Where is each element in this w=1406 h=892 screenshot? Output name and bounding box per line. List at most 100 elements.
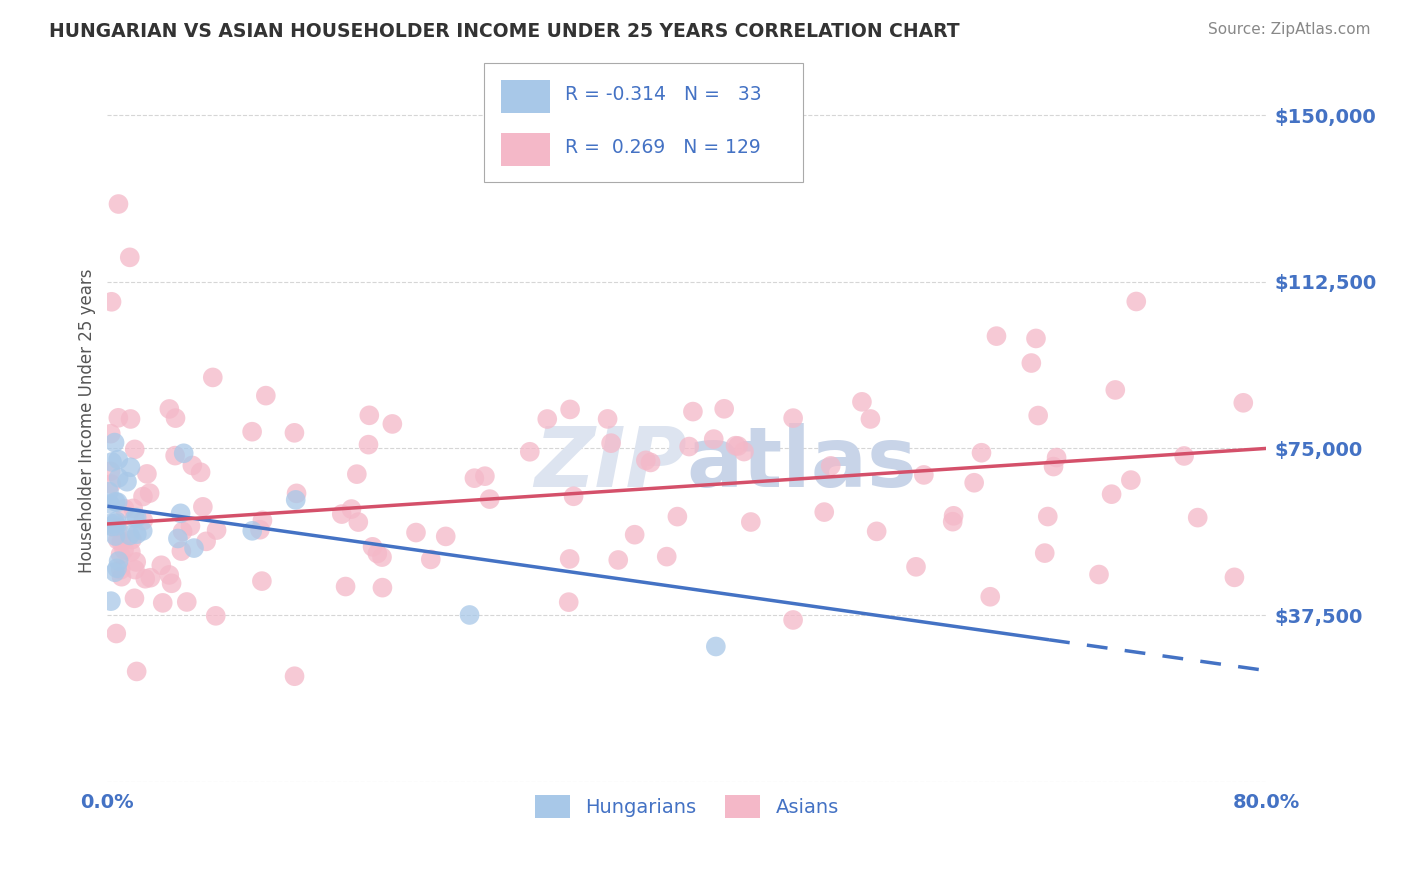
Point bbox=[170, 544, 193, 558]
Point bbox=[107, 197, 129, 211]
Point bbox=[942, 515, 965, 529]
Point bbox=[240, 524, 263, 538]
Point bbox=[346, 467, 368, 482]
Point bbox=[136, 467, 159, 481]
Point bbox=[666, 509, 689, 524]
Point bbox=[655, 549, 678, 564]
Point bbox=[249, 523, 271, 537]
Point bbox=[634, 453, 657, 467]
Point bbox=[125, 527, 148, 541]
Point bbox=[600, 436, 623, 450]
Point bbox=[866, 524, 889, 539]
FancyBboxPatch shape bbox=[484, 63, 803, 182]
Point bbox=[1232, 396, 1254, 410]
Point bbox=[103, 435, 125, 450]
Point bbox=[121, 533, 143, 547]
Point bbox=[105, 626, 128, 640]
Point bbox=[340, 502, 363, 516]
Point bbox=[335, 580, 357, 594]
Point bbox=[904, 559, 927, 574]
Point bbox=[596, 412, 619, 426]
Point bbox=[727, 439, 749, 453]
Point bbox=[703, 432, 725, 446]
Point bbox=[678, 440, 700, 454]
Point bbox=[1088, 567, 1111, 582]
Point bbox=[970, 446, 993, 460]
Point bbox=[562, 489, 585, 503]
Legend: Hungarians, Asians: Hungarians, Asians bbox=[527, 787, 846, 826]
Point bbox=[165, 449, 187, 463]
Point bbox=[118, 250, 141, 264]
Point bbox=[474, 469, 496, 483]
Point bbox=[101, 519, 124, 533]
Point bbox=[478, 492, 501, 507]
Point bbox=[107, 495, 129, 509]
Point bbox=[152, 596, 174, 610]
Point bbox=[173, 446, 195, 460]
Point bbox=[1025, 331, 1047, 345]
Point bbox=[283, 425, 305, 440]
Point bbox=[115, 475, 138, 489]
Point bbox=[107, 554, 129, 568]
Point bbox=[986, 329, 1008, 343]
Point bbox=[103, 520, 125, 534]
Point bbox=[285, 486, 308, 500]
Point bbox=[107, 471, 129, 485]
Point bbox=[283, 669, 305, 683]
Point bbox=[120, 545, 142, 559]
Point bbox=[160, 576, 183, 591]
Point bbox=[536, 412, 558, 426]
Point bbox=[607, 553, 630, 567]
Point bbox=[110, 570, 132, 584]
Text: ZIP: ZIP bbox=[534, 424, 688, 505]
Point bbox=[176, 595, 198, 609]
Point bbox=[1104, 383, 1126, 397]
Point bbox=[120, 460, 142, 475]
Point bbox=[252, 513, 274, 527]
Point bbox=[100, 294, 122, 309]
Point bbox=[284, 492, 307, 507]
Point bbox=[434, 529, 457, 543]
Point bbox=[172, 524, 194, 539]
Point bbox=[110, 534, 132, 549]
Point bbox=[782, 411, 804, 425]
Point bbox=[105, 519, 128, 533]
Point bbox=[813, 505, 835, 519]
Point bbox=[704, 640, 727, 654]
Point bbox=[110, 548, 132, 562]
Point bbox=[357, 437, 380, 451]
Point bbox=[157, 568, 180, 582]
Point bbox=[101, 455, 124, 469]
Point bbox=[125, 510, 148, 524]
Point bbox=[942, 508, 965, 523]
Point bbox=[1125, 294, 1147, 309]
Point bbox=[110, 563, 132, 577]
Point bbox=[122, 501, 145, 516]
Point bbox=[463, 471, 485, 485]
Point bbox=[859, 412, 882, 426]
Point bbox=[150, 558, 173, 573]
Point bbox=[165, 411, 187, 425]
Point bbox=[169, 506, 191, 520]
Point bbox=[191, 500, 214, 514]
Point bbox=[557, 595, 579, 609]
Point bbox=[138, 486, 160, 500]
Point bbox=[105, 514, 128, 528]
Point bbox=[519, 444, 541, 458]
Point bbox=[124, 511, 146, 525]
Point bbox=[733, 444, 755, 458]
Point bbox=[205, 523, 228, 537]
Point bbox=[120, 412, 142, 426]
Y-axis label: Householder Income Under 25 years: Householder Income Under 25 years bbox=[79, 268, 96, 573]
Point bbox=[1101, 487, 1123, 501]
Point bbox=[190, 465, 212, 479]
Point bbox=[107, 410, 129, 425]
Point bbox=[240, 425, 263, 439]
Point bbox=[713, 401, 735, 416]
FancyBboxPatch shape bbox=[502, 133, 550, 166]
Point bbox=[104, 566, 127, 580]
Point bbox=[1042, 459, 1064, 474]
Point bbox=[124, 563, 146, 577]
Point bbox=[104, 516, 127, 530]
Point bbox=[100, 516, 122, 531]
